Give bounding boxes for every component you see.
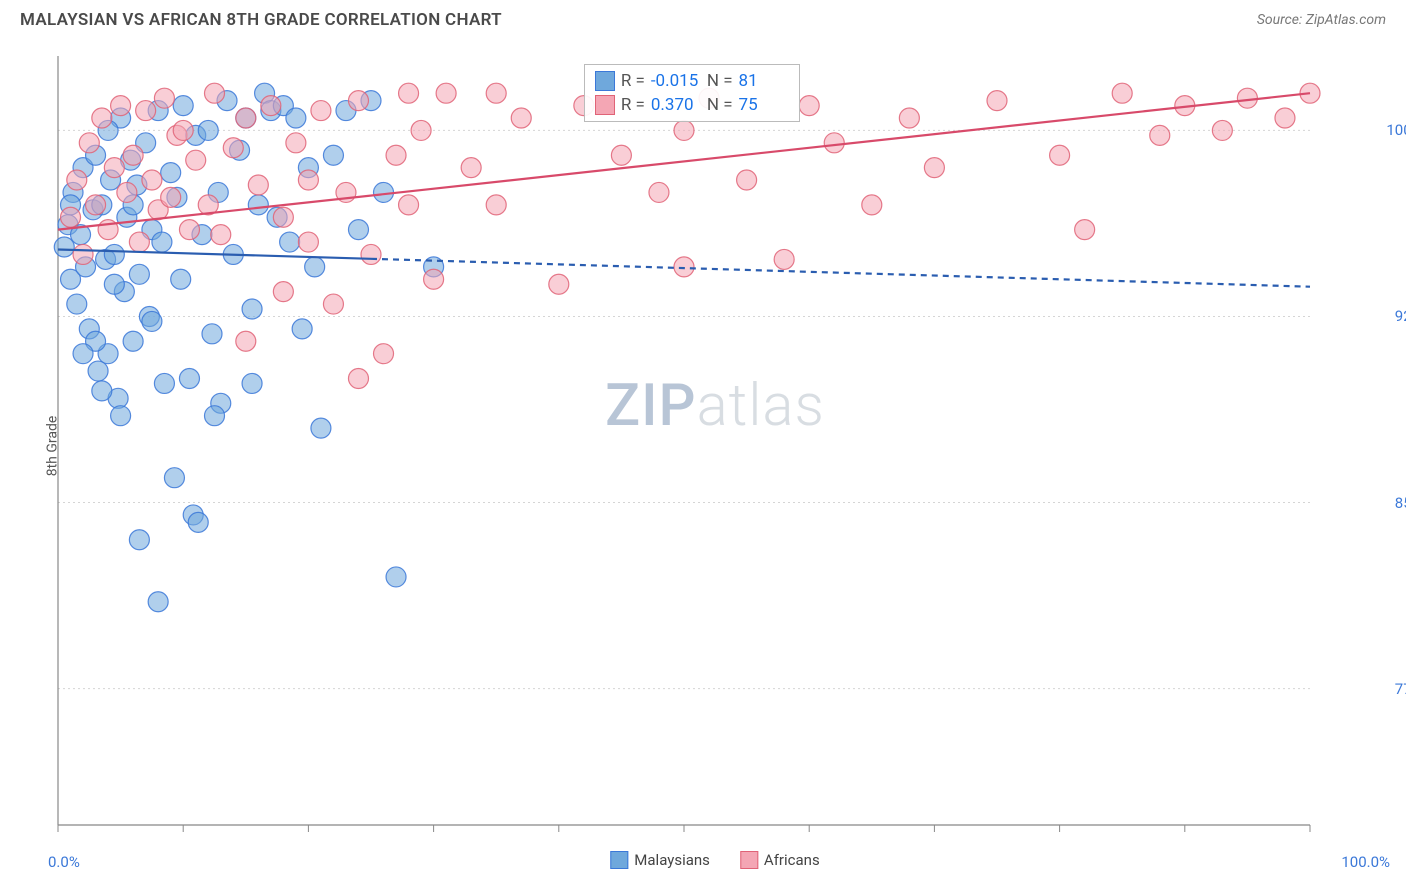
malaysians-legend-swatch-icon — [610, 851, 628, 869]
stats-row-africans: R = 0.370 N = 75 — [595, 93, 789, 117]
r-value-africans: 0.370 — [651, 95, 701, 115]
stats-row-malaysians: R = -0.015 N = 81 — [595, 69, 789, 93]
r-label: R = — [621, 71, 645, 91]
n-value-malaysians: 81 — [739, 71, 789, 91]
r-label: R = — [621, 95, 645, 115]
r-value-malaysians: -0.015 — [651, 71, 701, 91]
africans-legend-swatch-icon — [740, 851, 758, 869]
chart-title: MALAYSIAN VS AFRICAN 8TH GRADE CORRELATI… — [20, 10, 502, 30]
y-tick-label: 92.5% — [1395, 307, 1406, 325]
africans-swatch-icon — [595, 95, 615, 115]
y-tick-label: 85.0% — [1395, 494, 1406, 512]
legend-item-africans: Africans — [740, 851, 820, 869]
n-label: N = — [707, 71, 733, 91]
n-label: N = — [707, 95, 733, 115]
y-axis-label: 8th Grade — [44, 415, 60, 476]
x-axis-min-label: 0.0% — [48, 853, 80, 871]
legend-item-malaysians: Malaysians — [610, 851, 710, 869]
stats-legend-box: R = -0.015 N = 81 R = 0.370 N = 75 — [584, 64, 800, 122]
scatter-plot-svg — [50, 48, 1380, 843]
series-legend: Malaysians Africans — [610, 851, 819, 869]
malaysians-swatch-icon — [595, 71, 615, 91]
chart-source: Source: ZipAtlas.com — [1257, 12, 1386, 28]
chart-container: ZIPatlas 8th Grade R = -0.015 N = 81 R =… — [50, 48, 1380, 843]
legend-label-africans: Africans — [764, 851, 820, 869]
y-tick-label: 100.0% — [1386, 121, 1406, 139]
x-axis-max-label: 100.0% — [1341, 853, 1390, 871]
n-value-africans: 75 — [739, 95, 789, 115]
y-tick-label: 77.5% — [1395, 680, 1406, 698]
legend-label-malaysians: Malaysians — [634, 851, 710, 869]
